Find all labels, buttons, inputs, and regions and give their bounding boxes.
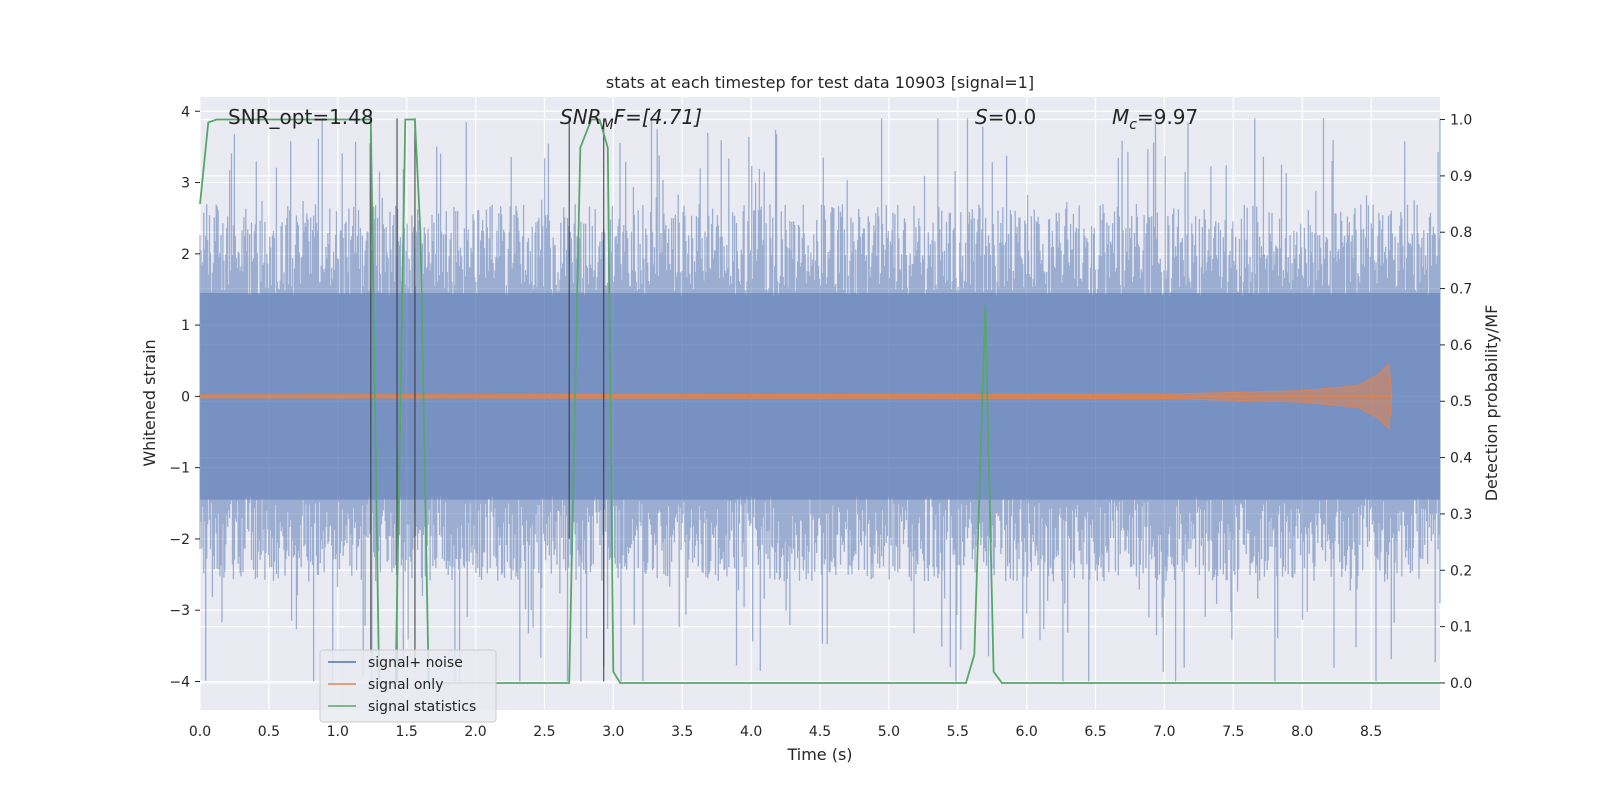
x-tick-label: 8.0: [1291, 724, 1313, 740]
y-tick-label-left: −4: [169, 674, 190, 690]
x-tick-label: 7.0: [1153, 724, 1175, 740]
y-tick-label-right: 0.5: [1450, 394, 1472, 410]
x-tick-label: 2.5: [533, 724, 555, 740]
x-tick-label: 4.5: [809, 724, 831, 740]
x-tick-label: 6.5: [1084, 724, 1106, 740]
annotation-snr-opt: SNR_opt=1.48: [228, 105, 374, 129]
annotation-mc: Mc=9.97: [1112, 105, 1198, 133]
y-tick-label-left: −3: [169, 603, 190, 619]
x-tick-label: 1.0: [327, 724, 349, 740]
x-tick-label: 3.5: [671, 724, 693, 740]
legend-box: [319, 649, 497, 723]
x-tick-label: 4.0: [740, 724, 762, 740]
y-tick-label-right: 0.3: [1450, 507, 1472, 523]
x-tick-label: 7.5: [1222, 724, 1244, 740]
y-tick-label-right: 1.0: [1450, 113, 1472, 129]
signal-statistics-line: [199, 118, 1440, 684]
x-tick-label: 5.0: [878, 724, 900, 740]
x-tick-label: 0.5: [258, 724, 280, 740]
y-axis-left-ticks: −4 −3 −2 −1 0 1 2 3 4: [169, 104, 200, 690]
y-axis-right-label: Detection probability/MF: [1482, 305, 1501, 502]
y-tick-label-right: 0.1: [1450, 620, 1472, 636]
y-tick-label-left: −1: [169, 461, 190, 477]
x-tick-label: 5.5: [947, 724, 969, 740]
y-tick-label-left: 4: [181, 104, 190, 120]
x-axis-ticks: 0.0 0.5 1.0 1.5 2.0 2.5 3.0 3.5 4.0 4.5 5.0 5.5 6.0 6…: [189, 724, 1382, 740]
y-tick-label-right: 0.6: [1450, 338, 1472, 354]
noise-trace: [199, 118, 1441, 682]
series-signal-statistics: [199, 118, 1440, 684]
annotation-snr-mf: SNRMF=[4.71]: [560, 105, 702, 133]
legend-label-signal-plus-noise: signal+ noise: [368, 655, 463, 671]
series-signal-only: [199, 363, 1393, 430]
y-tick-label-left: −2: [169, 532, 190, 548]
x-tick-label: 6.0: [1016, 724, 1038, 740]
x-tick-label: 3.0: [602, 724, 624, 740]
y-axis-right-ticks: 0.0 0.1 0.2 0.3 0.4 0.5 0.6 0.7 0.8 0.9 1.0: [1440, 113, 1472, 692]
y-tick-label-right: 0.0: [1450, 676, 1472, 692]
annotation-s: S=0.0: [975, 105, 1036, 129]
x-tick-label: 1.5: [396, 724, 418, 740]
y-tick-label-left: 0: [181, 389, 190, 405]
legend-label-signal-statistics: signal statistics: [368, 699, 476, 715]
x-tick-label: 2.0: [464, 724, 486, 740]
legend-label-signal-only: signal only: [368, 677, 443, 693]
y-tick-label-left: 3: [181, 176, 190, 192]
y-tick-label-right: 0.9: [1450, 169, 1472, 185]
y-tick-label-right: 0.2: [1450, 563, 1472, 579]
y-tick-label-left: 1: [181, 318, 190, 334]
x-tick-label: 8.5: [1360, 724, 1382, 740]
y-tick-label-right: 0.8: [1450, 225, 1472, 241]
y-tick-label-right: 0.4: [1450, 451, 1472, 467]
chart-title: stats at each timestep for test data 109…: [606, 73, 1034, 92]
y-tick-label-right: 0.7: [1450, 282, 1472, 298]
y-tick-label-left: 2: [181, 247, 190, 263]
x-tick-label: 0.0: [189, 724, 211, 740]
x-axis-label: Time (s): [786, 745, 852, 764]
legend: signal+ noise signal only signal statist…: [319, 649, 497, 723]
y-axis-left-label: Whitened strain: [140, 339, 159, 466]
